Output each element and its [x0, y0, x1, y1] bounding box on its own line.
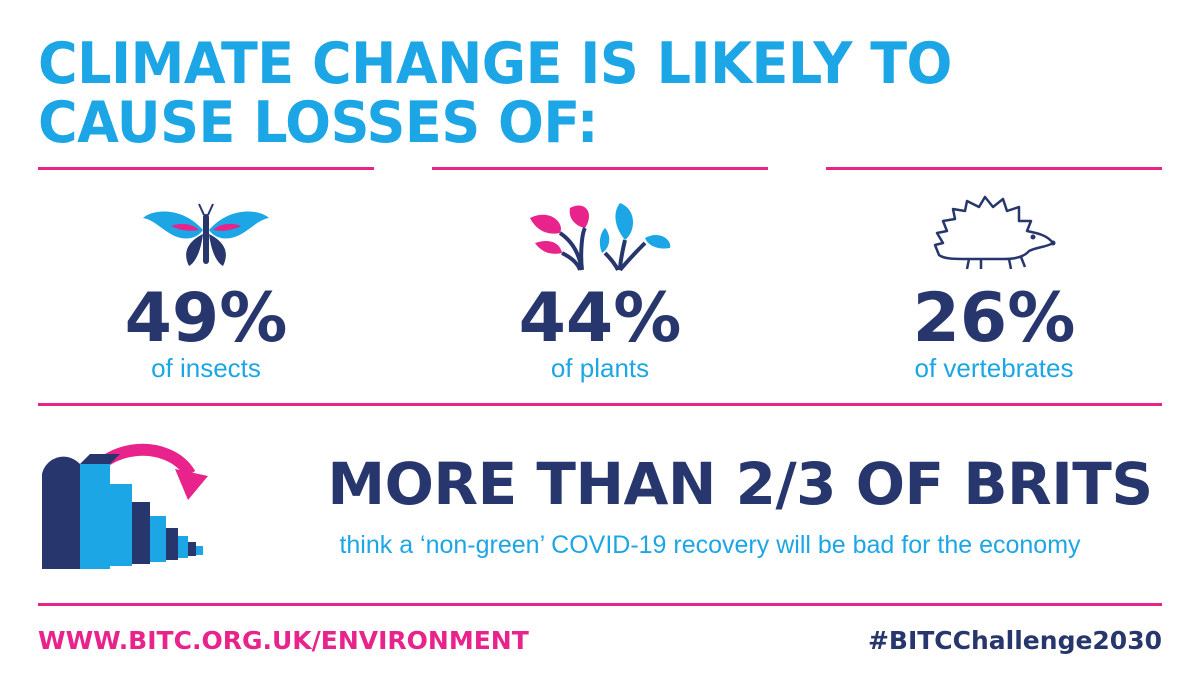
headline: MORE THAN 2/3 OF BRITS: [327, 450, 1153, 518]
stat-plants: 44% of plants: [430, 195, 770, 383]
stat-value: 49%: [124, 279, 288, 358]
divider: [38, 167, 374, 170]
divider: [38, 603, 1162, 606]
butterfly-icon: [36, 195, 376, 275]
stat-vertebrates: 26% of vertebrates: [824, 195, 1164, 383]
website-link[interactable]: WWW.BITC.ORG.UK/ENVIRONMENT: [38, 626, 529, 655]
declining-economy-icon: [40, 424, 220, 579]
hedgehog-icon: [824, 195, 1164, 275]
plants-icon: [430, 195, 770, 275]
stat-label: of insects: [151, 353, 261, 383]
stat-value: 44%: [518, 279, 682, 358]
page-title: CLIMATE CHANGE IS LIKELY TO CAUSE LOSSES…: [38, 29, 952, 156]
stat-value: 26%: [912, 279, 1076, 358]
divider: [432, 167, 768, 170]
divider: [38, 403, 1162, 406]
subtext: think a ‘non-green’ COVID-19 recovery wi…: [339, 531, 1081, 559]
stat-insects: 49% of insects: [36, 195, 376, 383]
hashtag: #BITCChallenge2030: [867, 626, 1162, 655]
stat-label: of vertebrates: [914, 353, 1074, 383]
stat-label: of plants: [550, 353, 650, 383]
divider: [826, 167, 1162, 170]
